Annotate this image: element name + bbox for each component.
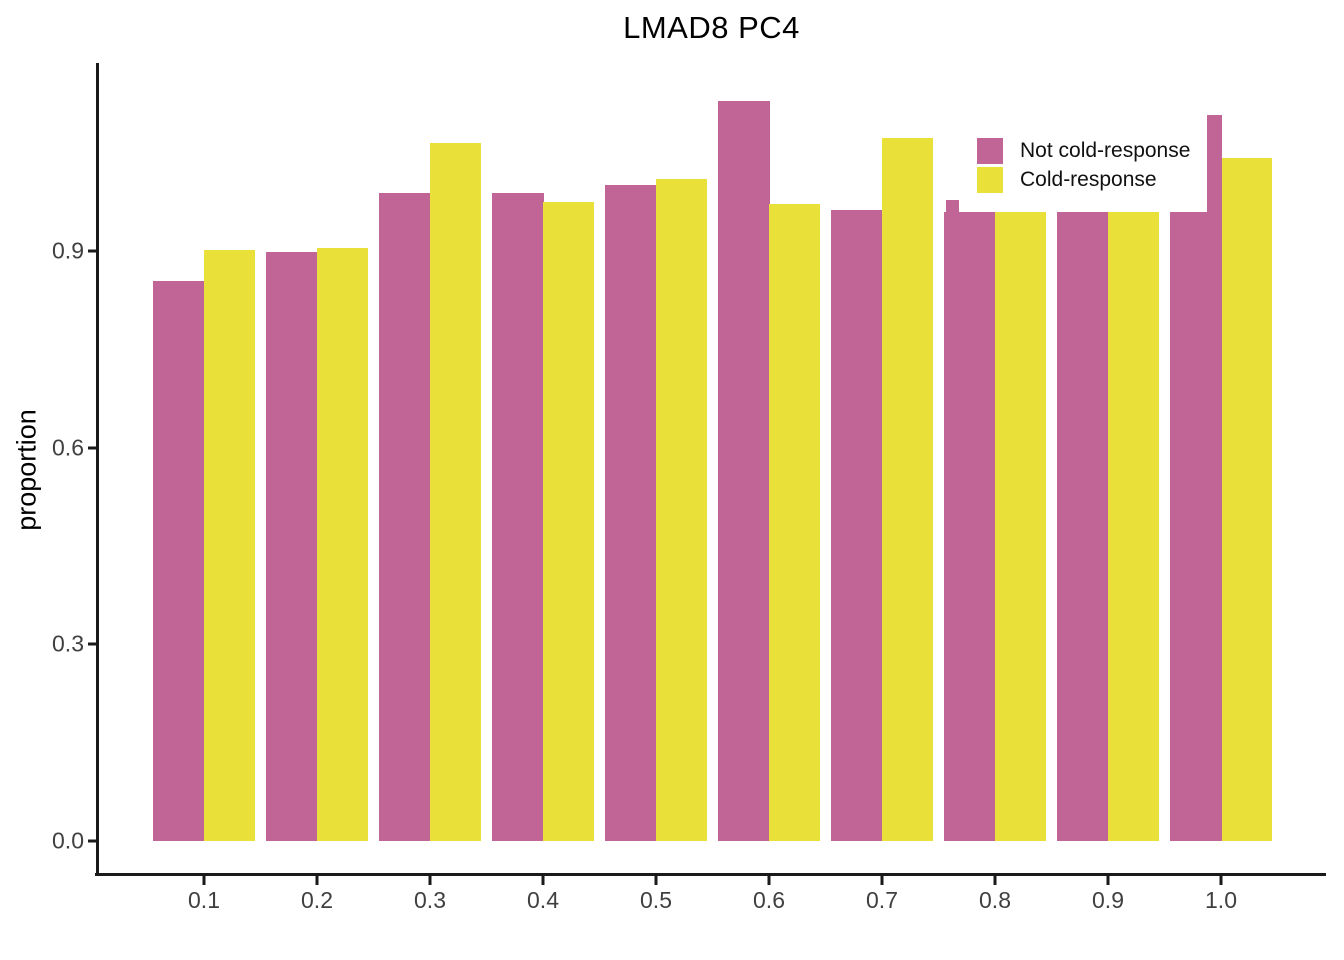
y-axis-line — [96, 63, 99, 876]
bar-cold-response-0.2 — [317, 247, 368, 841]
bar-cold-response-1.0 — [1221, 157, 1272, 841]
bar-cold-response-0.4 — [543, 202, 594, 841]
x-tick-0.5 — [654, 876, 658, 885]
x-tick-label-0.8: 0.8 — [979, 887, 1011, 913]
bar-not-cold-response-0.2 — [266, 252, 318, 841]
legend-item-1: Cold-response — [977, 167, 1190, 193]
bar-overlap-sliver-1 — [1207, 115, 1223, 841]
bar-not-cold-response-0.1 — [153, 281, 205, 841]
legend: Not cold-response Cold-response — [977, 138, 1190, 196]
x-tick-0.2 — [315, 876, 319, 885]
x-tick-0.7 — [880, 876, 884, 885]
chart-title: LMAD8 PC4 — [623, 10, 800, 45]
legend-key-swatch — [977, 138, 1003, 164]
legend-label: Not cold-response — [1020, 139, 1191, 162]
y-tick-0.9 — [88, 249, 96, 253]
x-tick-label-0.6: 0.6 — [753, 887, 785, 913]
x-tick-label-0.5: 0.5 — [640, 887, 672, 913]
bar-cold-response-0.9 — [1108, 211, 1159, 841]
x-tick-1.0 — [1219, 876, 1223, 885]
x-tick-0.6 — [767, 876, 771, 885]
y-tick-label-0.0: 0.0 — [52, 827, 84, 854]
bar-cold-response-0.7 — [882, 137, 933, 841]
y-tick-label-0.3: 0.3 — [52, 630, 84, 657]
y-axis-label: proportion — [11, 409, 42, 531]
y-tick-0.0 — [88, 839, 96, 843]
x-tick-label-0.1: 0.1 — [188, 887, 220, 913]
legend-label: Cold-response — [1020, 168, 1157, 191]
x-tick-0.4 — [541, 876, 545, 885]
x-axis-line — [95, 873, 1326, 876]
bar-not-cold-response-0.4 — [492, 192, 544, 841]
x-tick-label-0.3: 0.3 — [414, 887, 446, 913]
y-tick-label-0.6: 0.6 — [52, 434, 84, 461]
y-tick-0.6 — [88, 446, 96, 450]
bar-cold-response-0.1 — [204, 249, 255, 841]
x-tick-0.3 — [428, 876, 432, 885]
bar-cold-response-0.6 — [769, 203, 820, 841]
bar-cold-response-0.5 — [656, 179, 707, 841]
x-tick-label-0.2: 0.2 — [301, 887, 333, 913]
legend-item-0: Not cold-response — [977, 138, 1190, 164]
bar-not-cold-response-0.9 — [1057, 211, 1109, 841]
x-tick-0.9 — [1106, 876, 1110, 885]
bar-overlap-sliver-0 — [946, 199, 959, 841]
x-tick-label-0.7: 0.7 — [866, 887, 898, 913]
x-tick-label-1.0: 1.0 — [1205, 887, 1237, 913]
x-tick-0.8 — [993, 876, 997, 885]
bar-not-cold-response-0.7 — [831, 210, 883, 841]
y-tick-label-0.9: 0.9 — [52, 237, 84, 264]
x-tick-0.1 — [202, 876, 206, 885]
y-tick-0.3 — [88, 642, 96, 646]
bar-not-cold-response-0.5 — [605, 184, 657, 841]
bar-not-cold-response-0.6 — [718, 101, 770, 841]
bar-cold-response-0.3 — [430, 143, 481, 841]
bar-cold-response-0.8 — [995, 211, 1046, 841]
legend-key-swatch — [977, 167, 1003, 193]
bar-not-cold-response-0.3 — [379, 192, 431, 841]
x-tick-label-0.4: 0.4 — [527, 887, 559, 913]
x-tick-label-0.9: 0.9 — [1092, 887, 1124, 913]
